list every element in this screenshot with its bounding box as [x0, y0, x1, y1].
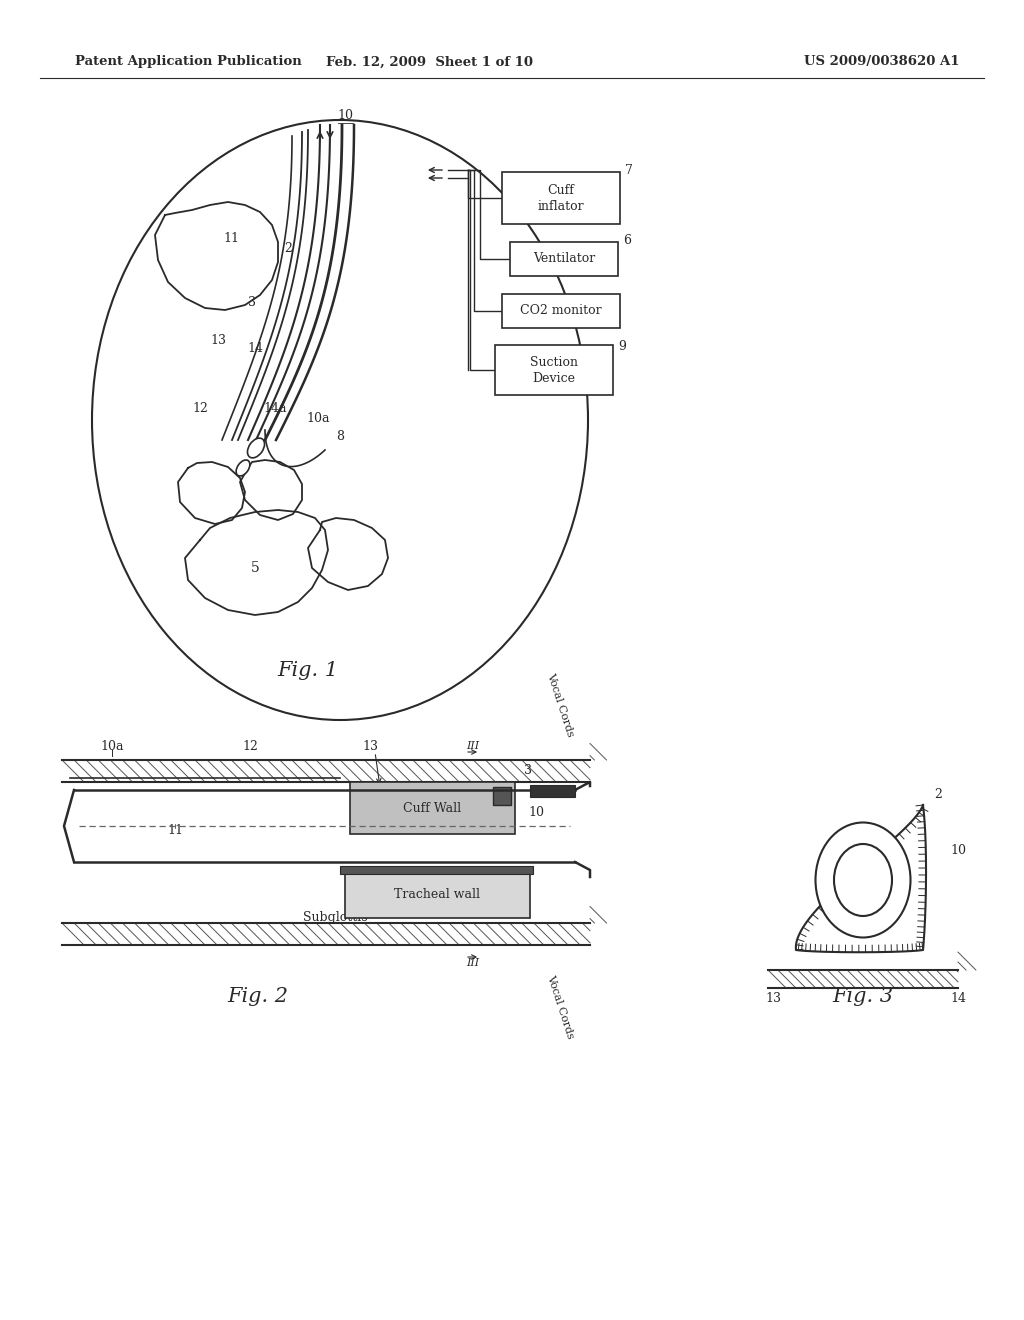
Text: 10: 10 — [950, 843, 966, 857]
Text: 13: 13 — [362, 739, 378, 752]
Text: 14: 14 — [950, 991, 966, 1005]
Ellipse shape — [834, 843, 892, 916]
Bar — [510, 242, 618, 276]
Text: 10: 10 — [528, 805, 544, 818]
Bar — [345, 870, 530, 917]
Text: 13: 13 — [765, 991, 781, 1005]
Bar — [502, 172, 620, 224]
Text: Device: Device — [532, 371, 575, 384]
Text: 11: 11 — [167, 824, 183, 837]
Text: 10a: 10a — [100, 739, 124, 752]
Text: 14a: 14a — [263, 401, 287, 414]
Text: 6: 6 — [623, 234, 631, 247]
Text: Tracheal wall: Tracheal wall — [394, 887, 480, 900]
Text: inflator: inflator — [538, 199, 585, 213]
Text: Fig. 3: Fig. 3 — [833, 987, 894, 1006]
Text: Patent Application Publication: Patent Application Publication — [75, 55, 302, 69]
Text: CO2 monitor: CO2 monitor — [520, 305, 602, 318]
Polygon shape — [185, 510, 328, 615]
Text: III: III — [466, 958, 479, 968]
Polygon shape — [178, 462, 245, 524]
Text: Cuff: Cuff — [548, 183, 574, 197]
Text: 7: 7 — [625, 164, 633, 177]
Text: III: III — [466, 741, 479, 751]
Polygon shape — [796, 805, 926, 952]
Ellipse shape — [248, 438, 264, 458]
Text: Subglottis: Subglottis — [303, 912, 368, 924]
Bar — [340, 866, 534, 874]
Bar — [495, 345, 613, 395]
Bar — [502, 294, 620, 327]
Polygon shape — [155, 202, 278, 310]
Bar — [530, 785, 575, 797]
Text: Ventilator: Ventilator — [532, 252, 595, 265]
Text: Vocal Cords: Vocal Cords — [545, 672, 575, 738]
Text: Vocal Cords: Vocal Cords — [545, 974, 575, 1040]
Text: 13: 13 — [210, 334, 226, 346]
Text: 10: 10 — [337, 110, 353, 121]
Ellipse shape — [237, 459, 250, 477]
Text: 11: 11 — [223, 231, 239, 244]
Text: Fig. 2: Fig. 2 — [227, 987, 289, 1006]
Text: Fig. 1: Fig. 1 — [278, 660, 339, 680]
Ellipse shape — [815, 822, 910, 937]
Polygon shape — [240, 459, 302, 520]
Text: Feb. 12, 2009  Sheet 1 of 10: Feb. 12, 2009 Sheet 1 of 10 — [327, 55, 534, 69]
Text: 12: 12 — [193, 401, 208, 414]
Text: US 2009/0038620 A1: US 2009/0038620 A1 — [805, 55, 961, 69]
Text: 8: 8 — [336, 429, 344, 442]
Text: 3: 3 — [248, 296, 256, 309]
Text: 5: 5 — [251, 561, 259, 576]
Polygon shape — [308, 517, 388, 590]
Text: 2: 2 — [284, 242, 292, 255]
Text: 9: 9 — [618, 341, 626, 354]
Text: Cuff Wall: Cuff Wall — [403, 801, 462, 814]
Bar — [493, 787, 511, 805]
Text: 14: 14 — [247, 342, 263, 355]
Text: 3: 3 — [524, 763, 532, 776]
Text: 2: 2 — [934, 788, 942, 801]
Bar — [350, 781, 515, 834]
Text: 12: 12 — [242, 739, 258, 752]
Text: Suction: Suction — [530, 355, 578, 368]
Text: 10a: 10a — [306, 412, 330, 425]
